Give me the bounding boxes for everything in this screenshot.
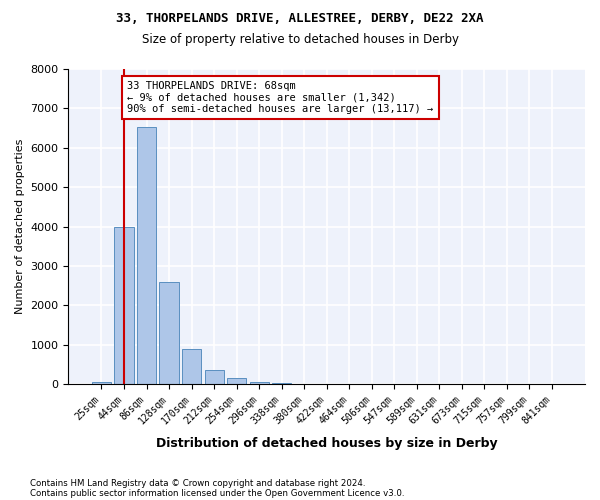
- Bar: [250, 382, 269, 384]
- Bar: [115, 228, 134, 384]
- Text: 33, THORPELANDS DRIVE, ALLESTREE, DERBY, DE22 2XA: 33, THORPELANDS DRIVE, ALLESTREE, DERBY,…: [116, 12, 484, 26]
- Bar: [227, 378, 246, 384]
- Bar: [205, 370, 224, 384]
- Bar: [92, 382, 111, 384]
- Bar: [182, 348, 201, 384]
- Bar: [137, 128, 156, 384]
- Y-axis label: Number of detached properties: Number of detached properties: [15, 139, 25, 314]
- Bar: [160, 282, 179, 384]
- Text: Size of property relative to detached houses in Derby: Size of property relative to detached ho…: [142, 32, 458, 46]
- Text: Contains HM Land Registry data © Crown copyright and database right 2024.: Contains HM Land Registry data © Crown c…: [30, 478, 365, 488]
- Text: Contains public sector information licensed under the Open Government Licence v3: Contains public sector information licen…: [30, 488, 404, 498]
- Text: 33 THORPELANDS DRIVE: 68sqm
← 9% of detached houses are smaller (1,342)
90% of s: 33 THORPELANDS DRIVE: 68sqm ← 9% of deta…: [127, 81, 434, 114]
- X-axis label: Distribution of detached houses by size in Derby: Distribution of detached houses by size …: [156, 437, 497, 450]
